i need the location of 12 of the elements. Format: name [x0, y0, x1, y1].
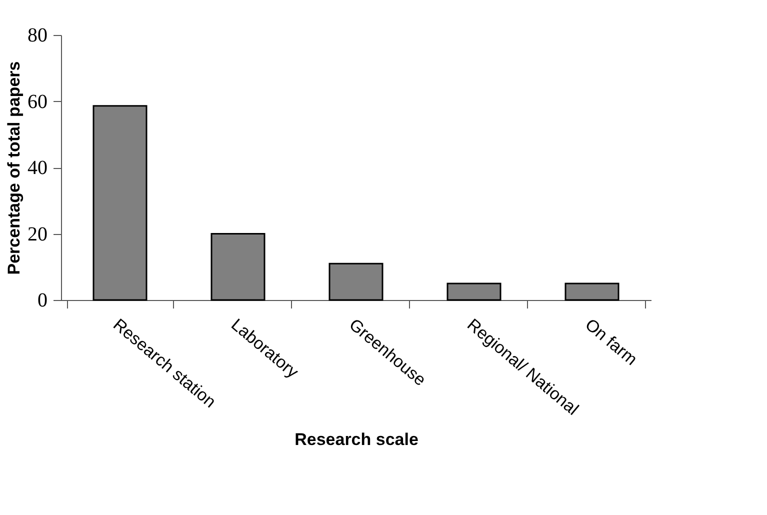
y-tick-label: 80	[28, 24, 48, 46]
y-tick-label: 0	[38, 290, 48, 312]
bar	[92, 105, 148, 301]
x-axis-title: Research scale	[294, 430, 418, 450]
bar	[328, 262, 384, 301]
y-tick-label: 40	[28, 157, 48, 179]
y-tick-label: 20	[28, 223, 48, 246]
bar	[210, 233, 266, 301]
y-tick-label: 60	[28, 90, 48, 113]
y-axis-title: Percentage of total papers	[4, 61, 24, 275]
bar	[564, 282, 620, 301]
bar	[446, 282, 502, 301]
